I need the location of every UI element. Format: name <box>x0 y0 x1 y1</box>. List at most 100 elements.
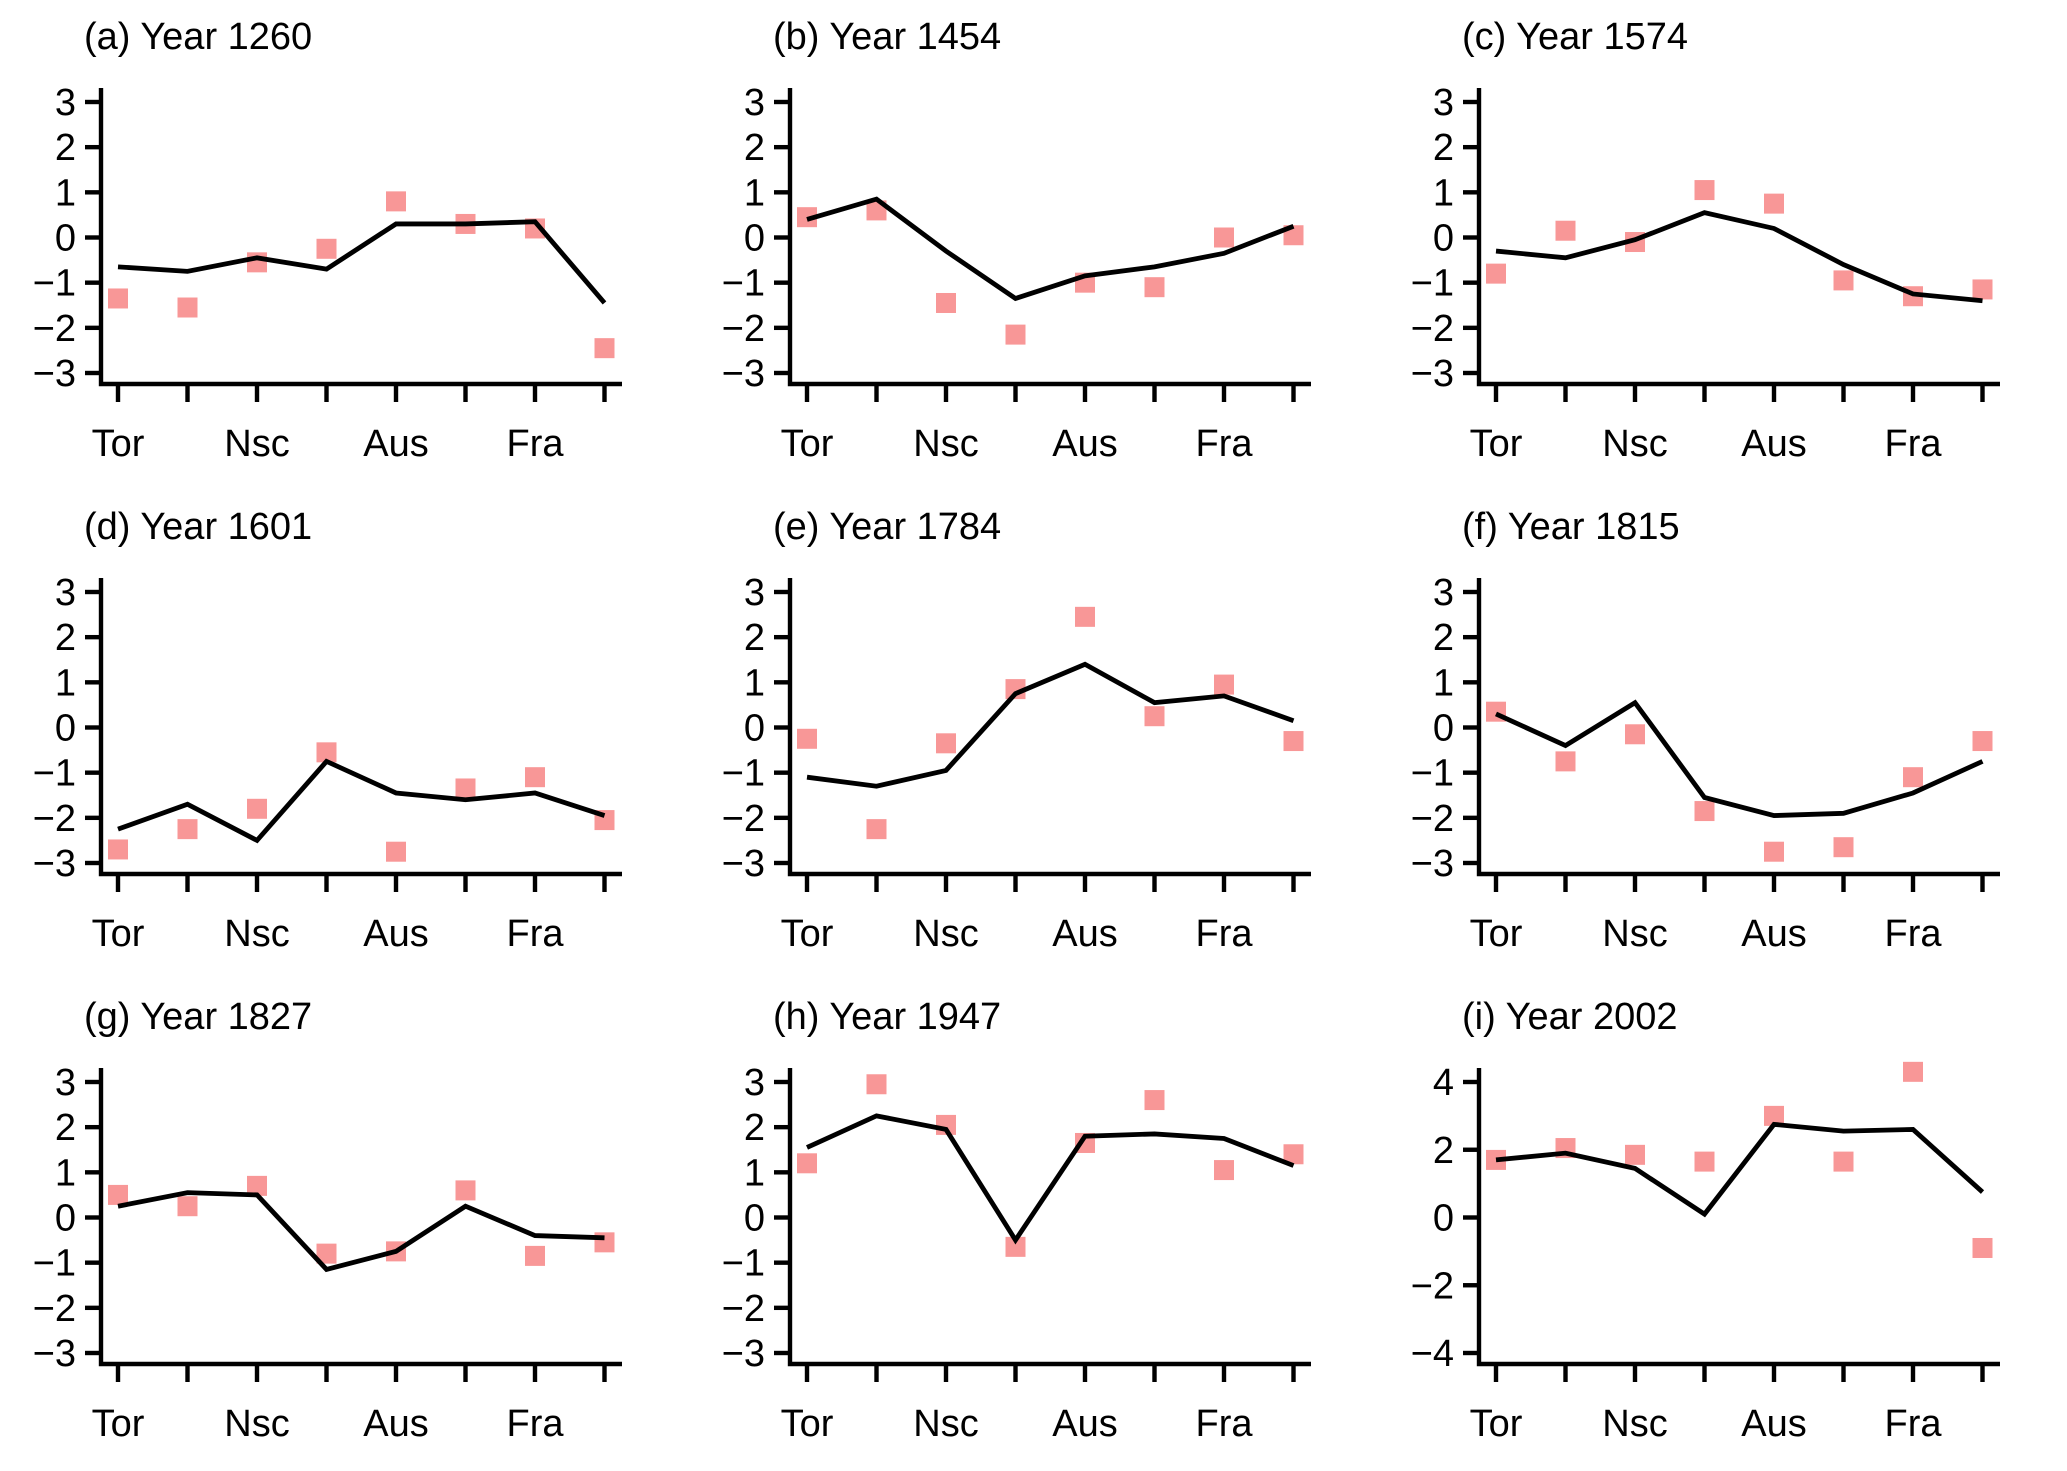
y-tick-label: 1 <box>1433 172 1454 214</box>
x-tick-label: Nsc <box>224 423 289 465</box>
y-tick-label: −2 <box>33 798 76 840</box>
data-point-square <box>316 1243 337 1264</box>
data-point-square <box>455 778 476 799</box>
y-tick-label: 1 <box>744 1152 765 1194</box>
y-tick-label: −3 <box>33 843 76 885</box>
y-tick-label: 1 <box>744 662 765 704</box>
y-tick-label: 2 <box>1433 1130 1454 1172</box>
y-tick-label: −2 <box>33 308 76 350</box>
panel-b: 3 2 1 0 −1 −2 −3 Tor Nsc Aus Fra (b) Year 1454 <box>689 0 1378 491</box>
y-tick-label: −2 <box>33 1288 76 1330</box>
data-point-square <box>1075 606 1095 627</box>
axis-frame <box>98 1068 622 1367</box>
x-tick-label: Aus <box>1741 1403 1806 1445</box>
data-point-square <box>1005 324 1026 345</box>
data-point-square <box>866 819 887 840</box>
data-point-square <box>1486 263 1506 284</box>
data-point-square <box>1214 674 1234 695</box>
y-tick-label: −1 <box>33 753 76 795</box>
panel-e: 3 2 1 0 −1 −2 −3 Tor Nsc Aus Fra (e) Year 1784 <box>689 490 1378 981</box>
data-point-square <box>1144 277 1165 298</box>
y-tick-label: 0 <box>744 218 765 260</box>
x-tick-label: Tor <box>92 913 145 955</box>
data-point-square <box>386 191 406 212</box>
panel-d: 3 2 1 0 −1 −2 −3 Tor Nsc Aus Fra (d) Year 1601 <box>0 490 689 981</box>
y-tick-label: 2 <box>55 1107 76 1149</box>
data-point-square <box>1694 1151 1715 1172</box>
x-tick-label: Tor <box>92 423 145 465</box>
y-tick-label: 1 <box>744 172 765 214</box>
panel-c: 3 2 1 0 −1 −2 −3 Tor Nsc Aus Fra (c) Year 1574 <box>1378 0 2067 491</box>
y-tick-label: 3 <box>744 1062 765 1104</box>
y-tick-label: 0 <box>1433 708 1454 750</box>
data-point-square <box>1005 1236 1026 1257</box>
y-tick-label: 0 <box>55 218 76 260</box>
data-point-square <box>247 798 267 819</box>
panel-g: 3 2 1 0 −1 −2 −3 Tor Nsc Aus Fra (g) Year 1827 <box>0 980 689 1471</box>
panel-f: 3 2 1 0 −1 −2 −3 Tor Nsc Aus Fra (f) Year 1815 <box>1378 490 2067 981</box>
y-tick-label: 0 <box>55 1198 76 1240</box>
panel-c-title: (c) Year 1574 <box>1462 16 1689 58</box>
y-tick-label: −1 <box>722 263 765 305</box>
y-tick-label: −1 <box>722 1243 765 1285</box>
data-point-square <box>1764 1105 1784 1126</box>
data-point-square <box>177 297 198 318</box>
x-tick-label: Aus <box>1741 423 1806 465</box>
data-point-square <box>1144 706 1165 727</box>
y-tick-label: −3 <box>1411 843 1454 885</box>
data-point-square <box>936 292 956 313</box>
y-tick-label: −3 <box>722 843 765 885</box>
data-point-square <box>1903 767 1923 788</box>
axis-frame <box>787 1068 1311 1367</box>
data-point-square <box>1694 801 1715 822</box>
x-tick-label: Aus <box>363 1403 428 1445</box>
y-tick-label: −3 <box>33 1333 76 1375</box>
x-tick-label: Nsc <box>913 1403 978 1445</box>
x-tick-label: Tor <box>781 423 834 465</box>
data-line <box>117 219 607 305</box>
x-tick-label: Fra <box>1196 423 1254 465</box>
y-tick-label: −2 <box>1411 798 1454 840</box>
x-tick-label: Aus <box>363 913 428 955</box>
data-point-square <box>1555 751 1576 772</box>
panel-a: 3 2 1 0 −1 −2 −3 Tor Nsc Aus Fra (a) Year 1260 <box>0 0 689 491</box>
data-line <box>117 758 606 844</box>
y-tick-label: −3 <box>722 1333 765 1375</box>
panel-f-title: (f) Year 1815 <box>1462 506 1680 548</box>
x-tick-label: Aus <box>1052 913 1117 955</box>
x-tick-label: Nsc <box>1602 423 1667 465</box>
x-tick-label: Nsc <box>1602 1403 1667 1445</box>
y-tick-label: −2 <box>722 308 765 350</box>
y-tick-label: 3 <box>744 572 765 614</box>
y-tick-label: 1 <box>55 1152 76 1194</box>
y-tick-label: 0 <box>1433 1198 1454 1240</box>
data-point-square <box>1144 1090 1165 1111</box>
panel-h-title: (h) Year 1947 <box>773 996 1002 1038</box>
y-tick-label: −2 <box>1411 308 1454 350</box>
data-point-square <box>797 1153 817 1174</box>
data-point-square <box>1625 724 1645 745</box>
data-point-square <box>1283 1144 1304 1165</box>
axis-frame <box>1476 1068 2000 1367</box>
y-tick-label: 1 <box>1433 662 1454 704</box>
data-line <box>1495 1121 1985 1218</box>
x-tick-label: Tor <box>92 1403 145 1445</box>
data-line <box>1495 699 1984 818</box>
y-tick-label: 4 <box>1433 1062 1454 1104</box>
data-point-square <box>316 238 337 259</box>
x-tick-label: Tor <box>781 1403 834 1445</box>
y-tick-label: 3 <box>55 572 76 614</box>
data-point-square <box>1903 1061 1923 1082</box>
y-tick-label: 2 <box>744 127 765 169</box>
data-line <box>806 661 1295 789</box>
x-tick-label: Fra <box>1196 1403 1254 1445</box>
y-tick-label: −1 <box>33 263 76 305</box>
panel-e-title: (e) Year 1784 <box>773 506 1002 548</box>
y-tick-label: 1 <box>55 662 76 704</box>
data-line <box>1495 210 1983 304</box>
data-point-square <box>525 767 545 788</box>
